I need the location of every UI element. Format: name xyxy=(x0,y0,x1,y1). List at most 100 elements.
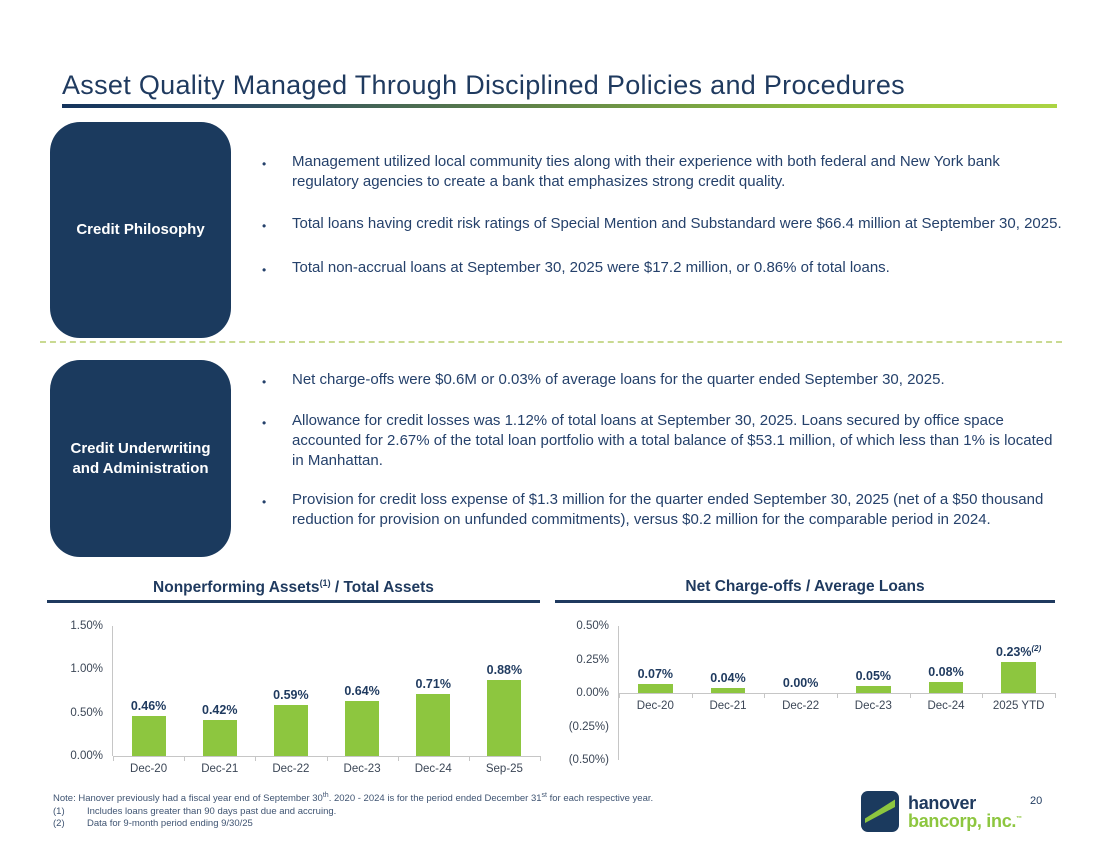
bullet-text: Provision for credit loss expense of $1.… xyxy=(292,491,1044,528)
bar-column: 0.42% xyxy=(184,626,255,756)
bar-value-label: 0.05% xyxy=(855,669,892,684)
bar xyxy=(345,700,380,756)
bar xyxy=(273,704,308,756)
credit-philosophy-label: Credit Philosophy xyxy=(76,221,205,238)
x-tick-label: 2025 YTD xyxy=(992,700,1045,712)
x-tick-label: Dec-23 xyxy=(854,700,892,712)
footnote-text: Data for 9-month period ending 9/30/25 xyxy=(87,818,253,830)
trademark-symbol: ™ xyxy=(1016,815,1022,822)
bar-column: 0.04% xyxy=(692,626,765,693)
axis-tick xyxy=(184,756,186,761)
credit-philosophy-bullets: • Management utilized local community ti… xyxy=(262,152,1062,302)
x-tick-label: Dec-22 xyxy=(782,700,820,712)
credit-underwriting-label: Credit Underwriting and Administration xyxy=(70,439,211,477)
bar-value-label: 0.07% xyxy=(637,666,674,681)
section-divider xyxy=(40,341,1062,343)
bar-value-label: 0.64% xyxy=(344,683,380,698)
chart-title-underline xyxy=(555,600,1055,603)
bar xyxy=(928,682,964,693)
chart-title: Net Charge-offs / Average Loans xyxy=(685,578,925,595)
bullet-icon: • xyxy=(262,416,267,430)
y-tick-label: 0.50% xyxy=(576,620,609,632)
y-tick-label: (0.50%) xyxy=(568,754,609,766)
bar-value-label: 0.46% xyxy=(130,699,167,714)
bar-column: 0.88% xyxy=(469,626,540,756)
bullet-icon: • xyxy=(262,375,267,389)
axis-tick xyxy=(540,756,541,761)
bar-column: 0.46% xyxy=(113,626,184,756)
y-tick-label: 0.50% xyxy=(70,706,103,719)
hanover-logo-icon xyxy=(861,791,899,832)
bullet-text: Allowance for credit losses was 1.12% of… xyxy=(292,412,1053,469)
bar-value-label: 0.42% xyxy=(202,702,238,717)
bar-value-label: 0.08% xyxy=(928,665,964,680)
axis-tick xyxy=(982,693,984,698)
x-tick-label: Dec-24 xyxy=(414,763,452,775)
axis-tick xyxy=(619,693,620,698)
nonperforming-assets-chart: Nonperforming Assets(1) / Total Assets 1… xyxy=(47,578,541,775)
y-tick-label: 1.00% xyxy=(70,663,103,676)
x-tick-label: Dec-23 xyxy=(343,763,381,775)
bar-value-label: 0.00% xyxy=(782,676,819,690)
bar xyxy=(487,679,522,756)
y-tick-label: 0.25% xyxy=(576,653,609,666)
chart-title-underline xyxy=(47,600,540,603)
logo-line2: bancorp, inc.™ xyxy=(908,810,1022,831)
y-tick-label: 0.00% xyxy=(70,750,103,762)
bullet-item: • Provision for credit loss expense of $… xyxy=(262,490,1062,530)
bullet-icon: • xyxy=(262,495,267,509)
footnote-item: (1) Includes loans greater than 90 days … xyxy=(53,806,813,819)
bullet-icon: • xyxy=(262,263,267,277)
title-underline xyxy=(62,104,1057,108)
bar-column: 0.59% xyxy=(255,626,326,756)
axis-tick xyxy=(691,693,693,698)
bar-column: 0.64% xyxy=(327,626,398,756)
bar xyxy=(416,694,451,756)
bullet-item: • Net charge-offs were $0.6M or 0.03% of… xyxy=(262,370,1062,392)
bar xyxy=(131,716,166,756)
company-logo: hanover bancorp, inc.™ xyxy=(861,791,1022,832)
bar-value-label: 0.04% xyxy=(710,670,746,685)
footnote-text: Includes loans greater than 90 days past… xyxy=(87,805,337,817)
axis-tick xyxy=(1055,693,1056,698)
axis-tick xyxy=(397,756,399,761)
footnotes: Note: Hanover previously had a fiscal ye… xyxy=(53,790,813,831)
axis-tick xyxy=(764,693,766,698)
y-tick-label: 1.50% xyxy=(70,620,103,632)
credit-philosophy-box: Credit Philosophy xyxy=(50,122,231,338)
bar-value-label: 0.59% xyxy=(273,687,309,702)
x-tick-label: Dec-20 xyxy=(130,763,168,775)
net-charge-offs-chart: Net Charge-offs / Average Loans 0.50% 0.2… xyxy=(555,578,1056,766)
x-tick-label: Dec-24 xyxy=(927,700,965,712)
y-tick-label: (0.25%) xyxy=(568,720,609,733)
bullet-text: Management utilized local community ties… xyxy=(292,153,1000,190)
footnote-item: (2) Data for 9-month period ending 9/30/… xyxy=(53,818,813,831)
x-tick-label: Dec-21 xyxy=(709,700,747,712)
plot-area: 0.46% Dec-20 0.42% Dec-21 0.59% Dec-22 0.64% De… xyxy=(112,626,541,775)
page-number: 20 xyxy=(1030,795,1043,807)
bullet-item: • Management utilized local community ti… xyxy=(262,152,1062,192)
bullet-icon: • xyxy=(262,219,267,233)
page-title: Asset Quality Managed Through Discipline… xyxy=(62,70,905,100)
bar-column: 0.05% xyxy=(837,626,910,693)
credit-underwriting-box: Credit Underwriting and Administration xyxy=(50,360,231,557)
footnote-number: (1) xyxy=(53,805,65,817)
y-axis: 0.50% 0.25% 0.00% (0.25%) (0.50%) xyxy=(555,620,618,766)
bullet-item: • Total loans having credit risk ratings… xyxy=(262,214,1062,236)
axis-tick xyxy=(255,756,257,761)
bar-value-label: 0.71% xyxy=(415,677,451,692)
bullet-icon: • xyxy=(262,157,267,171)
x-tick-label: Dec-20 xyxy=(636,700,674,712)
bar xyxy=(202,719,237,756)
bar xyxy=(710,687,746,693)
bar-value-label: 0.23%(2) xyxy=(996,644,1042,660)
bar-column: 0.23%(2) xyxy=(982,626,1055,693)
y-axis: 1.50% 1.00% 0.50% 0.00% xyxy=(47,620,112,762)
bullet-text: Total non-accrual loans at September 30,… xyxy=(292,259,890,276)
bar xyxy=(855,686,891,693)
axis-tick xyxy=(326,756,328,761)
chart-body: 1.50% 1.00% 0.50% 0.00% 0.46% Dec-20 0.42% Dec… xyxy=(47,620,541,775)
bar-column: 0.00% xyxy=(764,626,837,693)
credit-underwriting-bullets: • Net charge-offs were $0.6M or 0.03% of… xyxy=(262,370,1062,549)
